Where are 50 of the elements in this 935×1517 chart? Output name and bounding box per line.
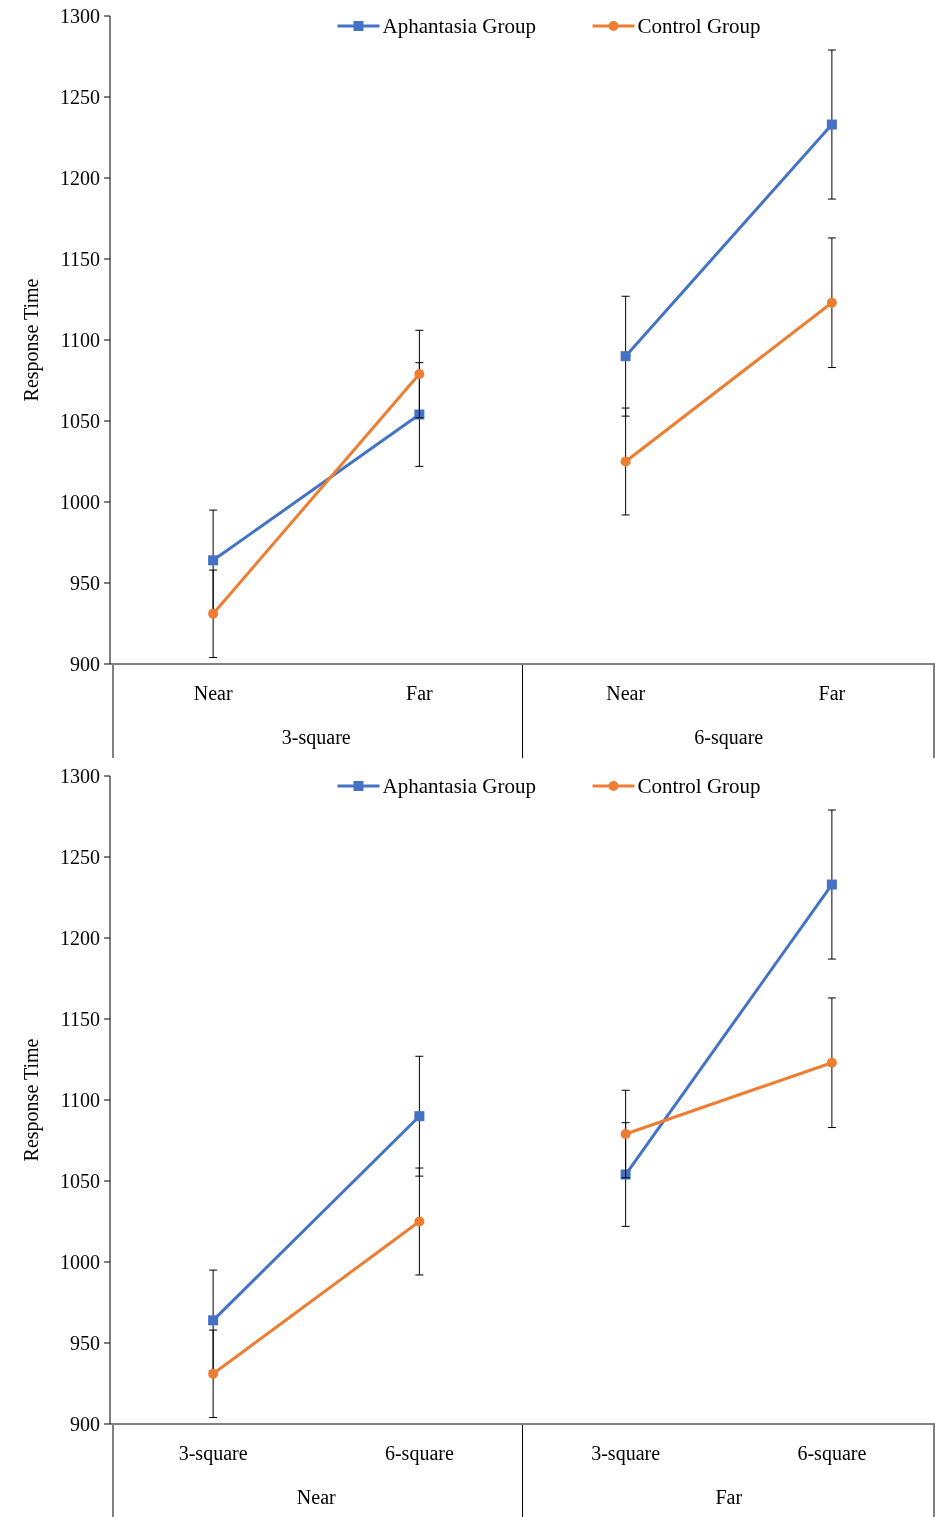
- x-tick-label: 3-square: [591, 1442, 661, 1465]
- point: [208, 555, 219, 566]
- point: [826, 297, 837, 308]
- y-tick-label: 1300: [60, 765, 100, 787]
- legend-label: Control Group: [637, 774, 761, 799]
- y-tick-label: 1000: [60, 1251, 100, 1273]
- y-tick-label: 1000: [60, 491, 100, 513]
- y-tick-label: 1200: [60, 167, 100, 189]
- y-tick-label: 900: [70, 653, 100, 675]
- point: [414, 369, 425, 380]
- x-tick-label: Far: [818, 682, 846, 704]
- text: 6-square: [694, 726, 764, 749]
- legend-label: Aphantasia Group: [382, 14, 536, 39]
- point: [620, 456, 631, 467]
- y-tick-label: 1300: [60, 5, 100, 27]
- y-tick-label: 900: [70, 1413, 100, 1435]
- legend-label: Control Group: [637, 14, 761, 39]
- point: [208, 1368, 219, 1379]
- point: [208, 1315, 219, 1326]
- x-tick-label: 6-square: [384, 1442, 454, 1465]
- x-tick-label: 3-square: [178, 1442, 248, 1465]
- y-tick-label: 1150: [60, 1008, 100, 1030]
- y-tick-label: 950: [70, 1332, 100, 1354]
- text: 3-square: [281, 726, 351, 749]
- y-axis-title: Response Time: [20, 278, 43, 402]
- point: [620, 351, 631, 362]
- text: Far: [715, 1486, 743, 1508]
- y-tick-label: 1100: [60, 329, 100, 351]
- y-axis-title: Response Time: [20, 1038, 43, 1162]
- y-tick-label: 1250: [60, 86, 100, 108]
- y-tick-label: 1050: [60, 410, 100, 432]
- point: [826, 879, 837, 890]
- y-tick-label: 950: [70, 572, 100, 594]
- legend-label: Aphantasia Group: [382, 774, 536, 799]
- point: [620, 1129, 631, 1140]
- x-tick-label: Near: [606, 682, 646, 704]
- y-tick-label: 1100: [60, 1089, 100, 1111]
- y-tick-label: 1150: [60, 248, 100, 270]
- y-tick-label: 1050: [60, 1170, 100, 1192]
- point: [826, 119, 837, 130]
- point: [208, 608, 219, 619]
- point: [826, 1057, 837, 1068]
- point: [414, 1111, 425, 1122]
- x-tick-label: 6-square: [797, 1442, 867, 1465]
- y-tick-label: 1200: [60, 927, 100, 949]
- point: [414, 1216, 425, 1227]
- x-tick-label: Far: [406, 682, 434, 704]
- text: Near: [296, 1486, 337, 1508]
- x-tick-label: Near: [193, 682, 233, 704]
- y-tick-label: 1250: [60, 846, 100, 868]
